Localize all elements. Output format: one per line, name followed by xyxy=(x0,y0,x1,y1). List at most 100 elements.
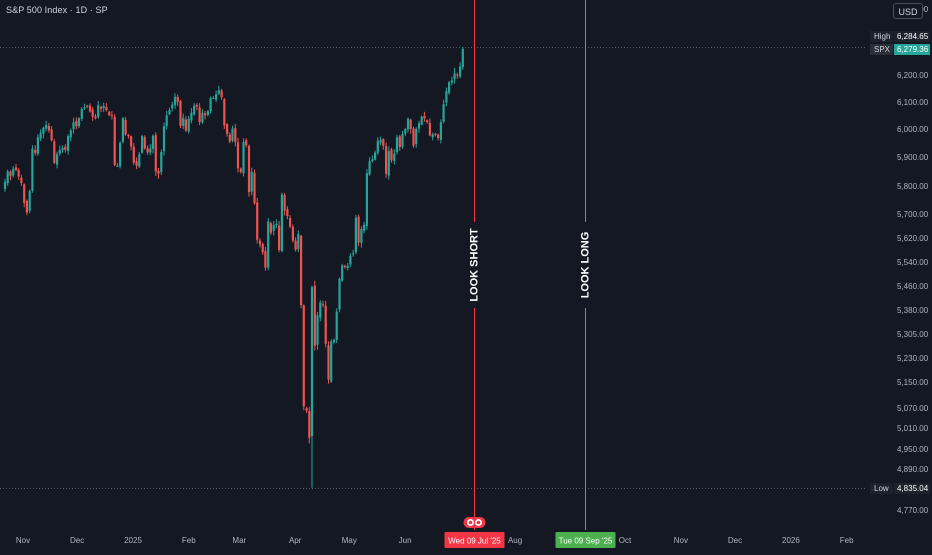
candle xyxy=(456,72,459,79)
candle xyxy=(39,129,42,141)
candle xyxy=(160,149,163,176)
candle xyxy=(310,285,314,488)
candle-body xyxy=(6,171,9,184)
candle-body xyxy=(321,304,325,306)
candle-body xyxy=(17,170,20,177)
candle xyxy=(135,157,138,170)
x-tick-label: Apr xyxy=(289,536,302,545)
candle-body xyxy=(387,151,390,176)
candle-body xyxy=(239,168,242,172)
currency-button[interactable]: USD xyxy=(893,3,923,19)
candle xyxy=(187,115,190,134)
candle-body xyxy=(28,191,31,211)
candle xyxy=(439,119,442,144)
x-tick-label: Nov xyxy=(16,536,30,545)
candle-body xyxy=(138,154,141,167)
candle xyxy=(12,166,15,178)
high-tag: High 6,284.65 xyxy=(870,31,930,42)
candle-body xyxy=(39,133,42,139)
candle-body xyxy=(280,194,283,252)
candle xyxy=(332,338,336,345)
candle xyxy=(305,406,308,414)
candle-body xyxy=(459,66,462,77)
candle xyxy=(193,103,196,116)
candle xyxy=(215,90,218,103)
candle-body xyxy=(91,109,94,117)
candle-body xyxy=(330,341,333,382)
candle-body xyxy=(212,98,215,99)
candle-body xyxy=(201,112,204,123)
candle xyxy=(275,219,278,229)
candle-body xyxy=(135,161,138,166)
candle xyxy=(206,110,209,117)
candle xyxy=(165,110,168,130)
candle-body xyxy=(108,111,111,116)
candle-body xyxy=(83,107,86,109)
candle-body xyxy=(445,90,448,103)
candle xyxy=(289,215,292,229)
candle xyxy=(431,132,434,141)
candle-body xyxy=(305,408,308,411)
candle xyxy=(234,123,237,147)
candle xyxy=(459,62,462,79)
candle-body xyxy=(3,181,7,189)
candle xyxy=(132,143,135,165)
candle-body xyxy=(105,107,108,111)
candle xyxy=(245,138,248,148)
look-long-date-tag xyxy=(555,532,616,548)
candle xyxy=(428,118,431,137)
candle-body xyxy=(409,119,412,129)
candle-body xyxy=(426,120,429,123)
event-badge-dot-inner xyxy=(476,520,481,525)
last-price-tag-label: SPX xyxy=(874,45,891,54)
candle-body xyxy=(343,266,346,267)
candle xyxy=(445,87,448,107)
candle xyxy=(231,125,234,143)
y-tick-label: 5,150.00 xyxy=(897,378,929,387)
candle xyxy=(75,117,78,130)
candle xyxy=(256,197,259,244)
candle-body xyxy=(415,129,418,144)
candle xyxy=(157,168,160,179)
candle xyxy=(272,221,275,236)
candle xyxy=(69,128,72,142)
candle xyxy=(267,218,270,271)
candle-body xyxy=(130,136,133,147)
candle-body xyxy=(36,137,39,154)
y-tick-label: 4,950.00 xyxy=(897,445,929,454)
candle xyxy=(393,149,396,165)
candle xyxy=(94,113,97,120)
candle-body xyxy=(132,146,135,163)
candle-body xyxy=(94,116,97,119)
candle xyxy=(461,47,464,70)
candle-body xyxy=(31,148,34,191)
look-short-date-label: Wed 09 Jul '25 xyxy=(448,537,501,546)
candle xyxy=(83,103,86,110)
candle-body xyxy=(256,202,259,240)
candle-body xyxy=(297,234,300,250)
candle xyxy=(6,169,9,186)
candle xyxy=(453,67,456,84)
candle-body xyxy=(357,216,360,243)
candle-body xyxy=(283,195,286,211)
look-short-date-tag xyxy=(444,532,505,548)
candle-body xyxy=(61,148,64,151)
candle-body xyxy=(247,145,251,193)
candle-body xyxy=(423,115,426,119)
low-tag-label-bg xyxy=(870,483,893,494)
candle-body xyxy=(352,253,355,255)
candle xyxy=(280,192,283,253)
candle xyxy=(357,214,360,247)
candle xyxy=(354,215,357,255)
symbol-title[interactable]: S&P 500 Index · 1D · SP xyxy=(6,5,108,15)
candle xyxy=(220,88,223,100)
candle xyxy=(242,138,245,177)
low-tag-value: 4,835.04 xyxy=(897,484,929,493)
economic-event-icon[interactable] xyxy=(463,517,486,528)
candle-body xyxy=(80,108,83,119)
candle xyxy=(143,135,146,150)
candle xyxy=(368,157,371,176)
candle-body xyxy=(275,223,278,226)
